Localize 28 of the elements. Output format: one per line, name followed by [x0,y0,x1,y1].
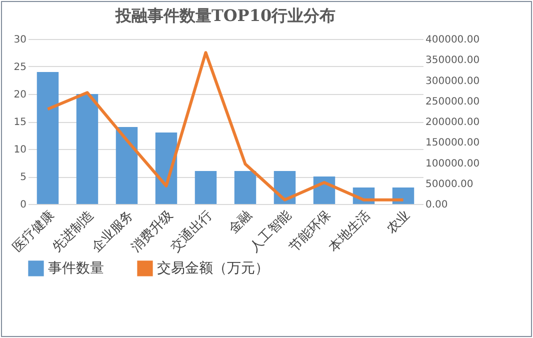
y-tick-label: 10 [14,144,26,156]
y-tick-label: 15 [14,117,26,128]
bar [36,72,59,204]
y2-tick-label: 350000.00 [426,55,480,66]
bar [116,127,138,204]
chart-title: 投融事件数量TOP10行业分布 [114,6,336,25]
y2-tick-label: 400000.00 [426,34,480,46]
y2-tick-label: 0.00 [426,200,448,210]
y-tick-label: 5 [20,172,26,183]
y2-tick-label: 50000.00 [426,178,474,190]
y2-tick-label: 200000.00 [426,117,480,128]
legend-label: 事件数量 [48,260,104,276]
x-tick-label: 金融 [226,208,256,237]
bar [392,188,414,204]
y-tick-label: 30 [14,34,26,46]
y2-tick-label: 150000.00 [426,138,480,149]
y2-tick-label: 250000.00 [426,96,480,108]
bar [194,171,217,204]
bar [234,171,256,204]
legend-label: 交易金额（万元） [157,260,269,276]
y-tick-label: 0 [20,200,26,210]
y-tick-label: 20 [14,90,26,100]
y-tick-label: 25 [14,62,26,73]
x-tick-label: 农业 [384,208,414,237]
bar [76,94,98,204]
y2-tick-label: 100000.00 [426,158,480,170]
y2-tick-label: 300000.00 [426,76,480,87]
line-series [46,51,405,202]
